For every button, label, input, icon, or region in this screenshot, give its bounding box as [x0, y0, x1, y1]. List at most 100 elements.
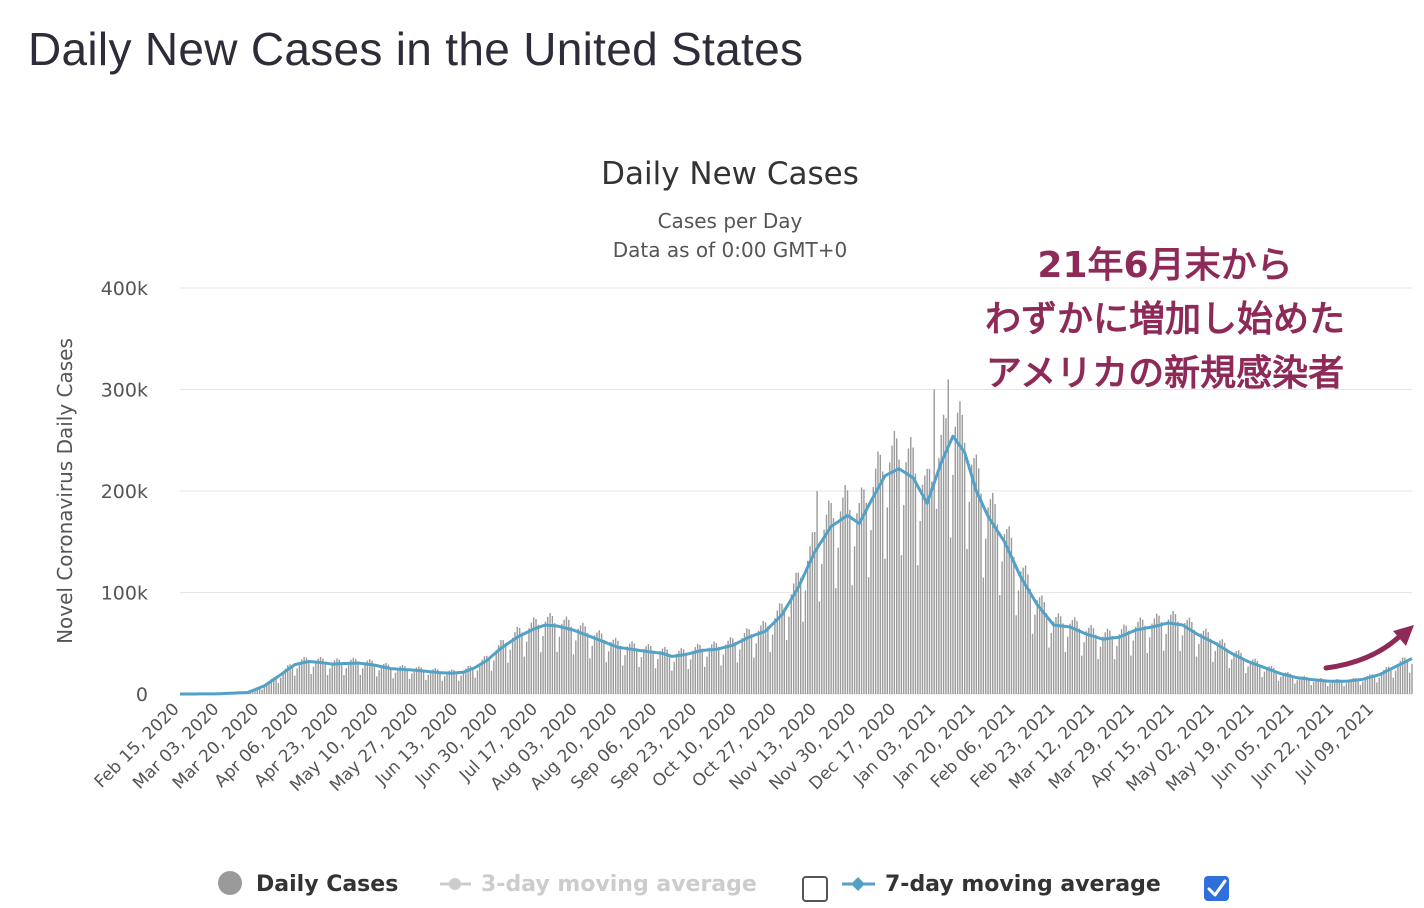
daily-cases-bar	[422, 670, 425, 694]
daily-cases-bar	[1174, 614, 1177, 694]
daily-cases-bar	[961, 414, 963, 694]
daily-cases-bar	[549, 613, 551, 694]
daily-cases-bar	[973, 458, 975, 694]
chart-subtitle-line-2: Data as of 0:00 GMT+0	[613, 238, 848, 262]
daily-cases-bar	[586, 633, 589, 694]
daily-cases-bar	[289, 664, 291, 694]
daily-cases-bar	[1102, 636, 1104, 694]
daily-cases-bar	[614, 637, 617, 694]
daily-cases-bar	[1029, 588, 1031, 694]
daily-cases-bar	[1362, 681, 1364, 694]
daily-cases-bar	[596, 632, 598, 694]
daily-cases-bar	[1177, 621, 1179, 694]
daily-cases-bar	[1027, 574, 1029, 694]
daily-cases-bar	[493, 660, 495, 694]
daily-cases-bar	[1235, 651, 1238, 694]
daily-cases-bar	[748, 629, 750, 694]
daily-cases-bar	[725, 644, 727, 694]
daily-cases-bar	[846, 490, 849, 694]
daily-cases-bar	[1308, 678, 1310, 694]
daily-cases-bar	[598, 630, 600, 694]
daily-cases-bar	[373, 663, 376, 694]
legend-item-3-day-moving-average[interactable]: 3-day moving average	[440, 872, 828, 902]
daily-cases-bar	[1134, 626, 1137, 694]
daily-cases-bar	[729, 637, 732, 694]
daily-cases-bar	[1167, 619, 1170, 694]
legend-item-7-day-moving-average[interactable]: 7-day moving average	[842, 872, 1229, 901]
daily-cases-bar	[448, 670, 451, 694]
daily-cases-bar	[1020, 571, 1022, 694]
daily-cases-bar	[741, 637, 743, 694]
daily-cases-bar	[966, 549, 968, 694]
daily-cases-bar	[1076, 621, 1078, 694]
daily-cases-bar	[884, 558, 886, 694]
daily-cases-bar	[860, 487, 863, 694]
daily-cases-bar	[795, 572, 797, 694]
daily-cases-bar	[1141, 619, 1144, 694]
daily-cases-bar	[1038, 597, 1041, 694]
daily-cases-bar	[1348, 680, 1350, 694]
daily-cases-bar	[1387, 666, 1390, 694]
7-day-average-checkbox[interactable]	[1204, 876, 1229, 901]
daily-cases-bar	[481, 659, 483, 694]
daily-cases-bar	[544, 621, 547, 694]
daily-cases-bar	[1282, 673, 1284, 694]
daily-cases-bar	[952, 474, 954, 694]
daily-cases-bar	[1034, 614, 1036, 694]
daily-cases-bar	[956, 412, 959, 694]
daily-cases-bar	[643, 648, 645, 694]
daily-cases-bar	[689, 659, 692, 694]
daily-cases-bar	[863, 489, 865, 694]
daily-cases-bar	[938, 458, 940, 694]
daily-cases-bar	[1310, 685, 1312, 694]
daily-cases-bar	[1052, 621, 1055, 694]
daily-cases-bar	[837, 547, 839, 694]
daily-cases-bar	[458, 680, 460, 694]
daily-cases-bar	[371, 660, 373, 694]
daily-cases-bar	[912, 447, 914, 694]
daily-cases-bar	[839, 511, 842, 694]
daily-cases-bar	[460, 675, 462, 694]
daily-cases-bar	[1036, 600, 1038, 694]
daily-cases-bar	[364, 662, 366, 694]
daily-cases-bar	[1240, 653, 1242, 694]
daily-cases-bar	[350, 659, 352, 694]
daily-cases-bar	[804, 590, 807, 694]
daily-cases-bar	[1406, 659, 1409, 694]
3-day-average-checkbox[interactable]	[802, 876, 828, 902]
moving-average-layer	[180, 434, 1413, 696]
daily-cases-bar	[1261, 677, 1263, 694]
daily-cases-bar	[1284, 672, 1287, 694]
daily-cases-bar	[577, 628, 579, 694]
daily-cases-bar	[825, 514, 828, 694]
daily-cases-bar	[404, 666, 406, 694]
daily-cases-bar	[1207, 632, 1209, 694]
daily-cases-bar	[739, 649, 741, 694]
legend-item-daily-cases[interactable]: Daily Cases	[218, 871, 398, 897]
daily-cases-bar	[785, 640, 788, 694]
daily-cases-bar	[692, 650, 694, 694]
daily-cases-bar	[720, 665, 722, 694]
daily-cases-bar	[521, 632, 523, 694]
daily-cases-bar	[1394, 670, 1397, 694]
daily-cases-bar	[399, 666, 401, 694]
daily-cases-bar	[935, 508, 938, 694]
daily-cases-bar	[666, 649, 668, 694]
daily-cases-bar	[849, 509, 851, 694]
daily-cases-bar	[1209, 638, 1212, 694]
daily-cases-bar	[354, 658, 357, 694]
daily-cases-bar	[376, 676, 378, 694]
daily-cases-bar	[556, 651, 558, 694]
daily-cases-bar	[558, 636, 561, 694]
daily-cases-bar	[605, 662, 607, 694]
daily-cases-bar	[886, 507, 889, 694]
daily-cases-bar	[1216, 642, 1219, 694]
daily-cases-bar	[638, 666, 640, 694]
daily-cases-bar	[682, 649, 685, 694]
daily-cases-bar	[685, 652, 687, 694]
daily-cases-bar	[340, 662, 343, 694]
daily-cases-bar	[926, 468, 928, 694]
daily-cases-bar	[1259, 664, 1261, 694]
daily-cases-bar	[265, 683, 268, 694]
